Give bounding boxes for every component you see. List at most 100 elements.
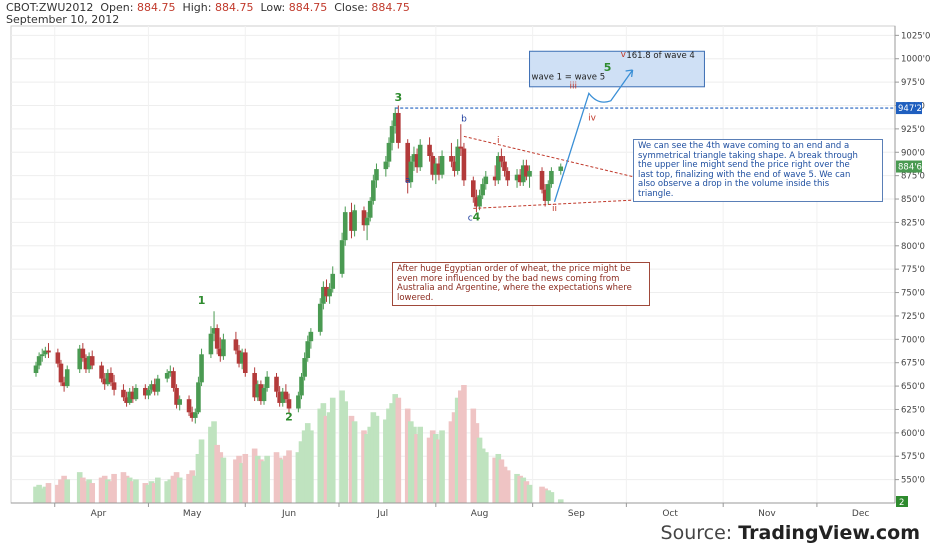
volume-bar (339, 390, 345, 503)
volume-bar (348, 415, 355, 503)
volume-bar (105, 479, 111, 503)
x-tick-label: Jun (281, 509, 296, 519)
candle-body (405, 142, 411, 183)
volume-bar (192, 475, 199, 503)
wave-label-2: 2 (285, 411, 293, 424)
volume-bar (329, 397, 336, 503)
candle-body (127, 391, 132, 403)
volume-bar (320, 403, 327, 503)
candle-body (64, 369, 70, 387)
volume-bar (451, 412, 458, 503)
candle-body (471, 180, 476, 198)
candle-body (164, 372, 170, 379)
y-tick-label: 1000'0 (901, 55, 930, 65)
volume-bar (167, 479, 174, 503)
candle-body (505, 170, 510, 181)
volume-bar (517, 475, 523, 503)
volume-bar (148, 481, 155, 503)
volume-bar (108, 481, 114, 503)
candlesticks (33, 105, 564, 424)
y-tick-label: 800'0 (901, 242, 925, 252)
volume-bar (220, 457, 227, 503)
candle-body (149, 384, 154, 390)
x-tick-label: Nov (758, 509, 776, 519)
candle-body (349, 212, 354, 231)
volume-bar (342, 401, 349, 503)
candle-body (411, 154, 417, 162)
volume-bar (123, 475, 130, 503)
volume-bar (548, 492, 555, 503)
volume-bar (351, 421, 358, 503)
x-tick-label: Aug (471, 509, 489, 519)
wave-label-i: i (497, 136, 500, 146)
volume-bar (308, 430, 314, 503)
candle-body (392, 112, 398, 127)
candle-body (111, 382, 117, 390)
volume-bar (251, 448, 258, 503)
y-tick-label: 725'0 (901, 312, 925, 322)
volume-bar (120, 472, 127, 503)
high-value: 884.75 (214, 1, 254, 14)
volume-bar (239, 463, 245, 503)
volume-bar (186, 473, 192, 503)
volume-bar (370, 412, 377, 503)
symbol-name: CBOT:ZWU2012 (6, 1, 94, 14)
source-prefix: Source: (660, 522, 739, 544)
candle-body (524, 165, 529, 177)
volume-bar (383, 419, 389, 503)
y-tick-label: 900'0 (901, 148, 925, 158)
candle-body (283, 391, 289, 400)
candle-body (330, 273, 336, 289)
candle-body (383, 161, 389, 170)
candle-body (302, 358, 307, 377)
candle-body (549, 170, 554, 185)
candle-body (55, 352, 61, 364)
volume-bar (83, 481, 89, 503)
volume-bar (301, 430, 308, 503)
candle-body (427, 144, 432, 157)
volume-bar (151, 483, 158, 503)
volume-bar (439, 430, 445, 503)
candle-body (417, 144, 423, 168)
candle-body (99, 365, 104, 379)
y-tick-label: 975'0 (901, 78, 925, 88)
candle-body (186, 399, 192, 413)
triangle-lower-line (473, 198, 655, 209)
candle-body (342, 212, 348, 241)
source-brand: TradingView.com (738, 522, 920, 544)
volume-bar (101, 475, 108, 503)
wave-equality-label: wave 1 = wave 5 (532, 72, 606, 82)
candle-body (36, 356, 42, 366)
volume-bar (542, 488, 548, 503)
volume-bar (242, 453, 249, 503)
candle-body (199, 354, 204, 383)
volume-bar (545, 490, 552, 503)
candle-body (255, 384, 261, 398)
candle-body (339, 240, 345, 274)
volume-bar (236, 455, 242, 503)
candle-body (124, 397, 129, 403)
candle-body (286, 399, 292, 409)
level-price-tag-bg (896, 102, 922, 115)
volume-bar (361, 430, 367, 503)
volume-bar (386, 408, 392, 503)
volume-bar (495, 453, 502, 503)
volume-bar (498, 459, 505, 503)
y-tick-label: 550'0 (901, 476, 925, 486)
candle-body (133, 387, 139, 400)
volume-bar (173, 472, 180, 503)
wave-label-a: a (405, 176, 411, 186)
volume-bar (170, 475, 177, 503)
candle-body (514, 174, 520, 181)
volume-bar (55, 484, 61, 503)
volume-bar (145, 484, 152, 503)
candle-body (252, 372, 257, 398)
y-tick-label: 850'0 (901, 195, 925, 205)
volume-bar (317, 408, 324, 503)
volume-bar (89, 483, 96, 503)
volume-bar (189, 470, 195, 503)
candle-body (414, 154, 420, 168)
volume-bar (273, 452, 280, 503)
close-value: 884.75 (371, 1, 410, 14)
